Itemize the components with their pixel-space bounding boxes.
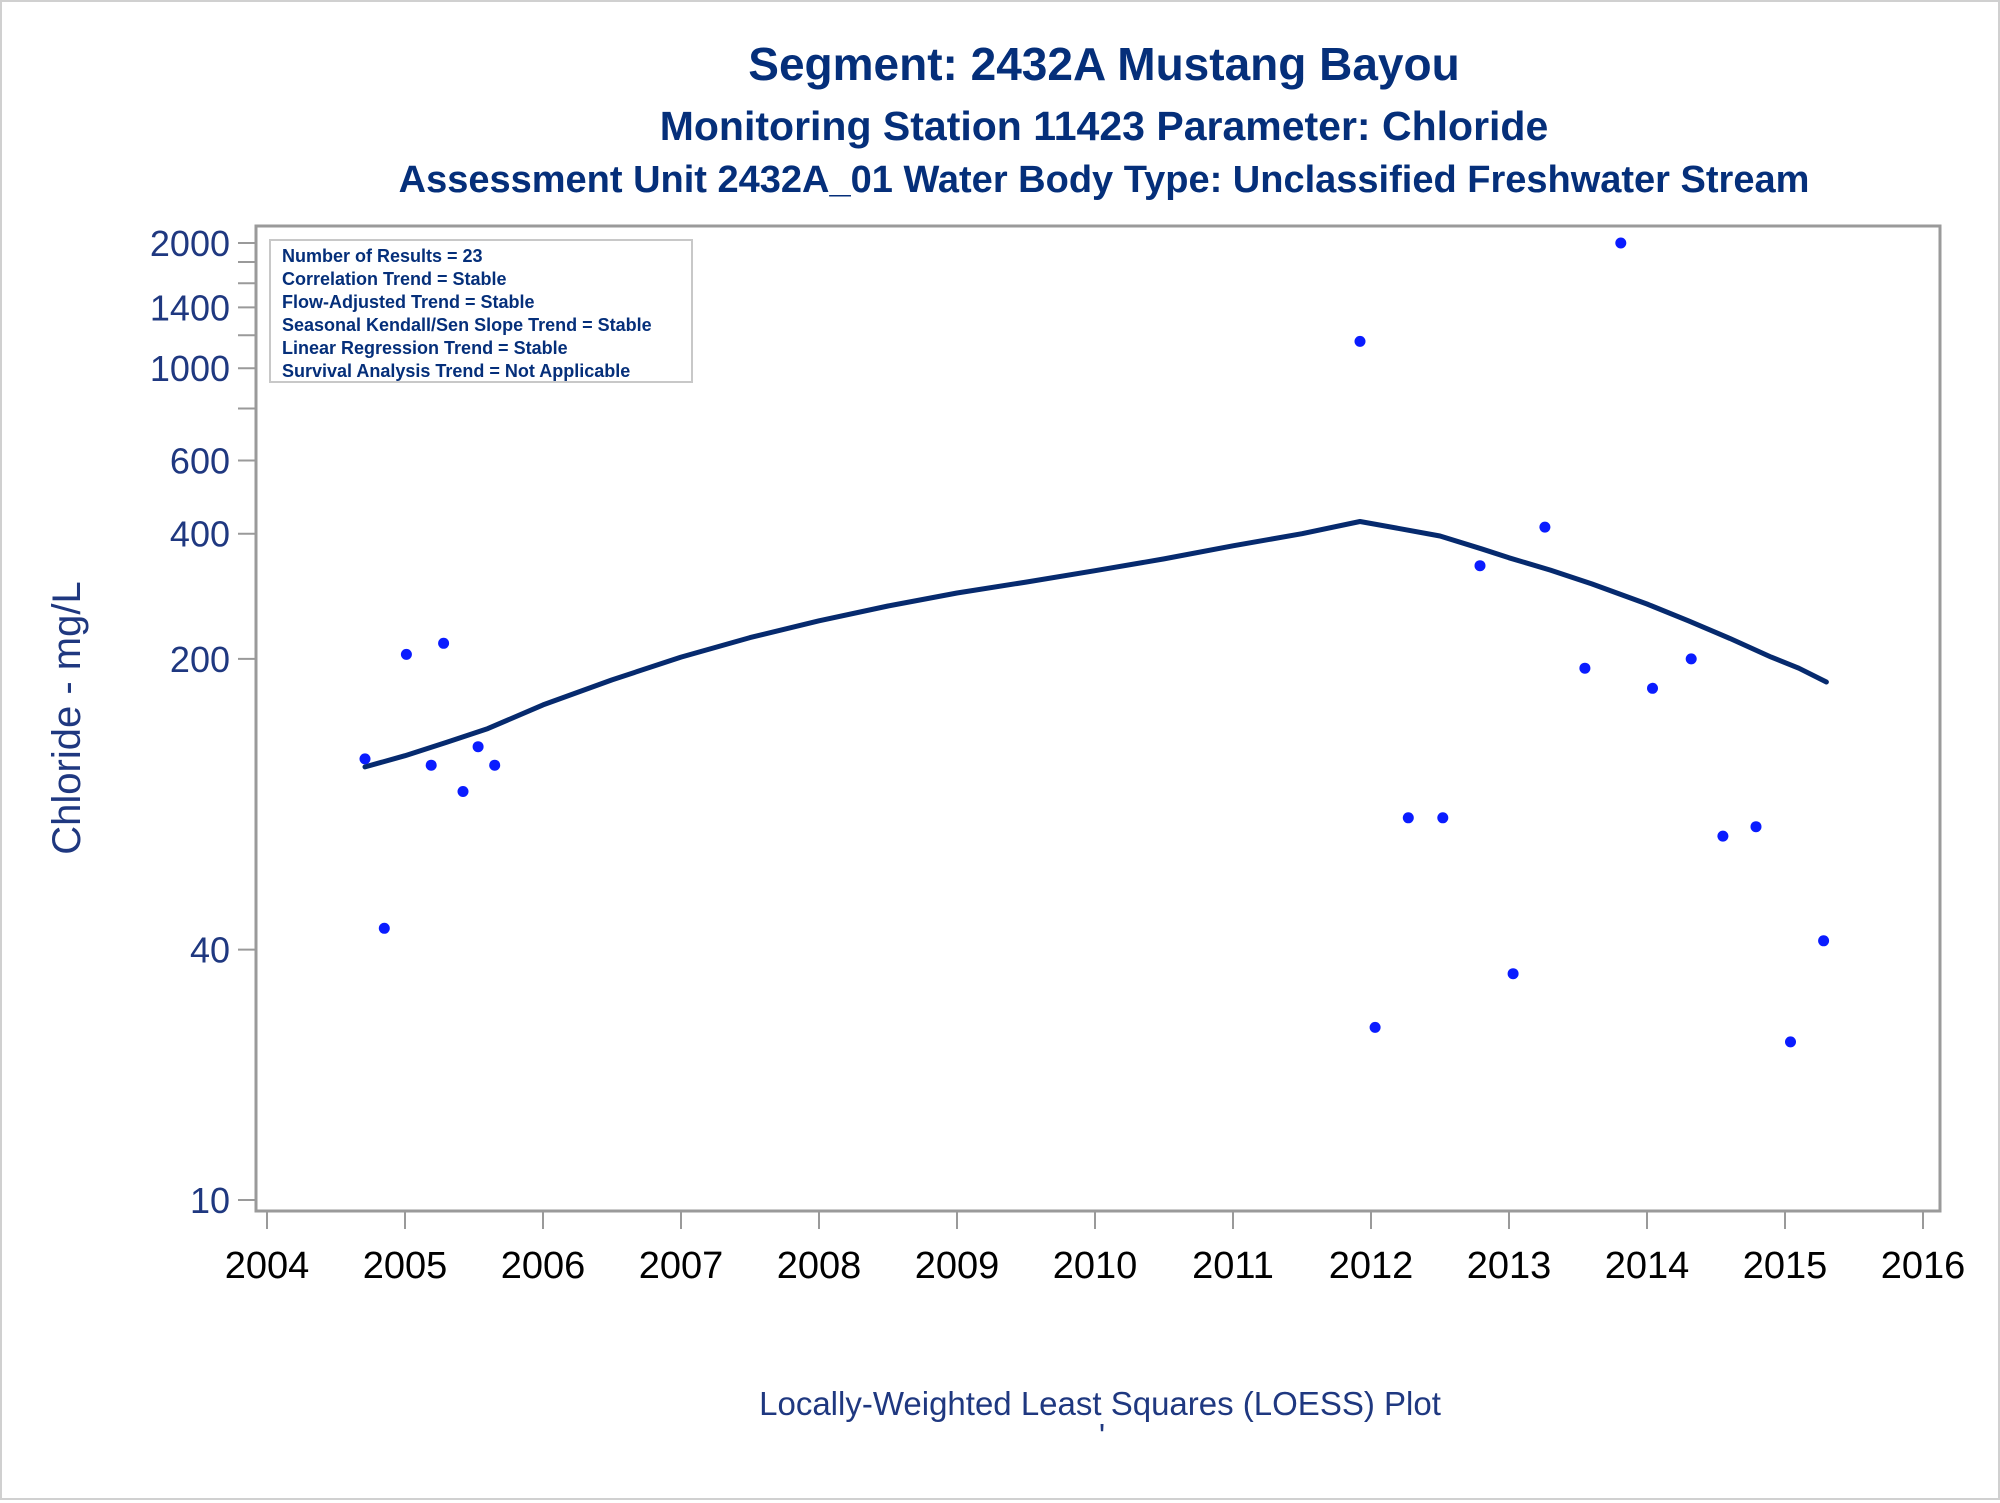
data-point [1615,237,1627,249]
summary-correlation-trend: Correlation Trend = Stable [282,269,507,289]
summary-survival-analysis-trend: Survival Analysis Trend = Not Applicable [282,361,630,381]
data-point [472,741,484,753]
summary-flow-adjusted-trend: Flow-Adjusted Trend = Stable [282,292,535,312]
data-point [400,648,412,660]
y-axis: 10 40 200 400 600 1000 1400 2000 [150,223,256,1221]
x-tick-label: 2005 [363,1245,448,1287]
summary-linear-regression-trend: Linear Regression Trend = Stable [282,338,568,358]
data-point [1647,682,1658,694]
x-tick-label: 2011 [1192,1245,1274,1287]
data-point [1507,968,1519,980]
x-tick-label: 2009 [915,1245,1000,1287]
x-tick-label: 2013 [1467,1245,1552,1287]
y-tick-label: 600 [170,440,230,481]
plot-caption: Locally-Weighted Least Squares (LOESS) P… [759,1385,1441,1422]
data-point [425,759,437,771]
x-tick-label: 2007 [639,1245,724,1287]
y-tick-label: 400 [170,514,230,555]
x-tick-label: 2006 [501,1245,586,1287]
x-tick-label: 2008 [777,1245,862,1287]
data-point [1818,935,1830,947]
plot-area [254,224,1942,1213]
x-tick-label: 2014 [1605,1245,1690,1287]
y-tick-label: 1400 [150,287,230,328]
trend-summary-box: Number of Results = 23 Correlation Trend… [269,239,693,383]
chart-title: Segment: 2432A Mustang Bayou [748,38,1459,90]
x-tick-label: 2016 [1881,1245,1966,1287]
chart-subtitle-assessment: Assessment Unit 2432A_01 Water Body Type… [399,159,1810,201]
data-point [1785,1036,1796,1048]
data-point [457,786,469,797]
data-point [1539,521,1551,533]
data-point [1402,812,1414,824]
data-point [438,637,450,649]
footer-mark: ' [1099,1417,1105,1454]
y-tick-label: 1000 [150,348,230,389]
x-axis: 2004 2005 2006 2007 2008 2009 2010 2011 2012 2013… [225,1211,1966,1287]
data-point [1369,1021,1381,1033]
y-tick-label: 40 [190,930,230,971]
summary-seasonal-kendall-trend: Seasonal Kendall/Sen Slope Trend = Stabl… [282,315,652,335]
data-point [1685,653,1697,665]
x-tick-label: 2012 [1329,1245,1414,1287]
y-tick-label: 2000 [150,223,230,264]
x-tick-label: 2010 [1053,1245,1138,1287]
y-tick-label: 200 [170,639,230,680]
data-point [1474,560,1486,572]
data-point [489,759,501,771]
loess-trend-line [362,519,1829,770]
chart-subtitle-station: Monitoring Station 11423 Parameter: Chlo… [660,103,1549,149]
data-point [1750,821,1762,833]
y-axis-label: Chloride - mg/L [45,581,89,854]
data-point [1717,830,1729,842]
data-point [359,753,371,765]
x-tick-label: 2004 [225,1245,310,1287]
trend-summary-border [269,239,693,383]
data-point [1579,662,1591,674]
data-points [359,237,1830,1048]
data-point [1354,335,1366,347]
data-point [1437,812,1449,824]
y-tick-label: 10 [190,1180,230,1221]
summary-results-count: Number of Results = 23 [282,246,483,266]
x-tick-label: 2015 [1743,1245,1828,1287]
data-point [378,922,390,934]
